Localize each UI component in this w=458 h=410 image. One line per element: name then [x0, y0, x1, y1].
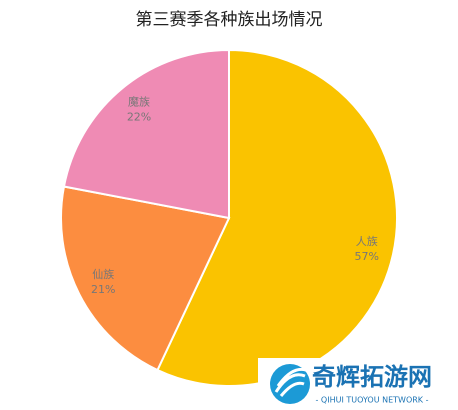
- pie-slice: [156, 48, 398, 387]
- watermark-title: 奇辉拓游网: [312, 363, 432, 391]
- slice-value-label: 21%: [91, 283, 115, 296]
- slice-label: 人族: [356, 234, 378, 248]
- slice-label: 魔族: [128, 94, 150, 108]
- pie-slice: [60, 185, 231, 372]
- slice-value-label: 57%: [354, 250, 378, 263]
- watermark-subtitle: - QIHUI TUOYOU NETWORK -: [316, 396, 429, 405]
- chart-title: 第三赛季各种族出场情况: [136, 9, 323, 30]
- pie: 人族 57% 仙族 21% 魔族 22%: [60, 48, 398, 387]
- pie-slice: [62, 48, 230, 220]
- slice-value-label: 22%: [127, 110, 151, 123]
- watermark-logo-lines: [274, 367, 307, 397]
- slice-label: 仙族: [92, 267, 114, 281]
- watermark: 奇辉拓游网 - QIHUI TUOYOU NETWORK -: [258, 358, 458, 410]
